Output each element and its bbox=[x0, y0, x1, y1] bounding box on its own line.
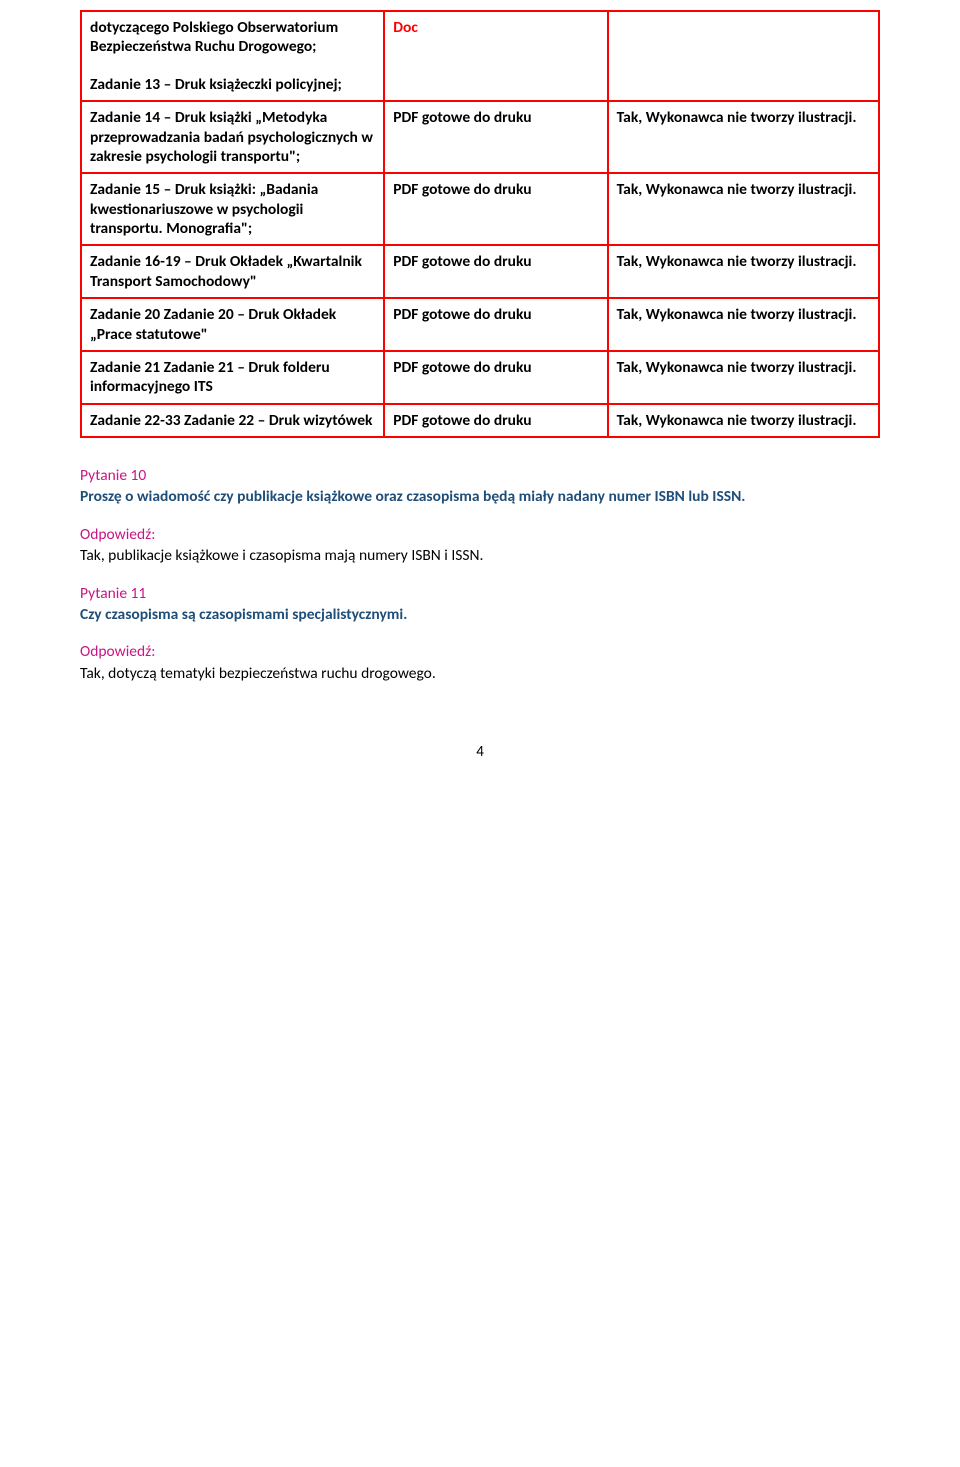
table-row: Zadanie 22-33 Zadanie 22 – Druk wizytówe… bbox=[81, 404, 879, 437]
format-cell: PDF gotowe do druku bbox=[384, 101, 607, 173]
format-cell: PDF gotowe do druku bbox=[384, 245, 607, 298]
task-cell: Zadanie 21 Zadanie 21 – Druk folderu inf… bbox=[81, 351, 384, 404]
answer-text: Tak, dotyczą tematyki bezpieczeństwa ruc… bbox=[80, 664, 880, 683]
task-cell: Zadanie 16-19 – Druk Okładek „Kwartalnik… bbox=[81, 245, 384, 298]
answer-text: Tak, publikacje książkowe i czasopisma m… bbox=[80, 546, 880, 565]
table-row: Zadanie 20 Zadanie 20 – Druk Okładek „Pr… bbox=[81, 298, 879, 351]
note-cell: Tak, Wykonawca nie tworzy ilustracji. bbox=[608, 351, 879, 404]
table-row: Zadanie 21 Zadanie 21 – Druk folderu inf… bbox=[81, 351, 879, 404]
note-cell: Tak, Wykonawca nie tworzy ilustracji. bbox=[608, 101, 879, 173]
format-cell: Doc bbox=[384, 11, 607, 101]
question-label: Pytanie 10 bbox=[80, 466, 880, 485]
task-cell: dotyczącego Polskiego Obserwatorium Bezp… bbox=[81, 11, 384, 101]
question-text: Czy czasopisma są czasopismami specjalis… bbox=[80, 605, 880, 624]
format-cell: PDF gotowe do druku bbox=[384, 298, 607, 351]
note-cell bbox=[608, 11, 879, 101]
page-number: 4 bbox=[80, 743, 880, 762]
format-cell: PDF gotowe do druku bbox=[384, 173, 607, 245]
question-text: Proszę o wiadomość czy publikacje książk… bbox=[80, 487, 880, 506]
note-cell: Tak, Wykonawca nie tworzy ilustracji. bbox=[608, 173, 879, 245]
qa-section: Pytanie 10 Proszę o wiadomość czy publik… bbox=[80, 466, 880, 683]
cell-text: Doc bbox=[393, 18, 418, 37]
cell-text-a: dotyczącego Polskiego Obserwatorium Bezp… bbox=[90, 18, 375, 75]
answer-label: Odpowiedź: bbox=[80, 642, 880, 661]
answer-label: Odpowiedź: bbox=[80, 525, 880, 544]
cell-text-b: Zadanie 13 – Druk książeczki policyjnej; bbox=[90, 75, 375, 94]
format-cell: PDF gotowe do druku bbox=[384, 351, 607, 404]
task-cell: Zadanie 22-33 Zadanie 22 – Druk wizytówe… bbox=[81, 404, 384, 437]
note-cell: Tak, Wykonawca nie tworzy ilustracji. bbox=[608, 245, 879, 298]
note-cell: Tak, Wykonawca nie tworzy ilustracji. bbox=[608, 298, 879, 351]
table-row: dotyczącego Polskiego Obserwatorium Bezp… bbox=[81, 11, 879, 101]
table-row: Zadanie 16-19 – Druk Okładek „Kwartalnik… bbox=[81, 245, 879, 298]
note-cell: Tak, Wykonawca nie tworzy ilustracji. bbox=[608, 404, 879, 437]
task-cell: Zadanie 14 – Druk książki „Metodyka prze… bbox=[81, 101, 384, 173]
tasks-table: dotyczącego Polskiego Obserwatorium Bezp… bbox=[80, 10, 880, 438]
table-row: Zadanie 14 – Druk książki „Metodyka prze… bbox=[81, 101, 879, 173]
format-cell: PDF gotowe do druku bbox=[384, 404, 607, 437]
document-page: dotyczącego Polskiego Obserwatorium Bezp… bbox=[0, 0, 960, 802]
table-row: Zadanie 15 – Druk książki: „Badania kwes… bbox=[81, 173, 879, 245]
task-cell: Zadanie 15 – Druk książki: „Badania kwes… bbox=[81, 173, 384, 245]
task-cell: Zadanie 20 Zadanie 20 – Druk Okładek „Pr… bbox=[81, 298, 384, 351]
question-label: Pytanie 11 bbox=[80, 584, 880, 603]
